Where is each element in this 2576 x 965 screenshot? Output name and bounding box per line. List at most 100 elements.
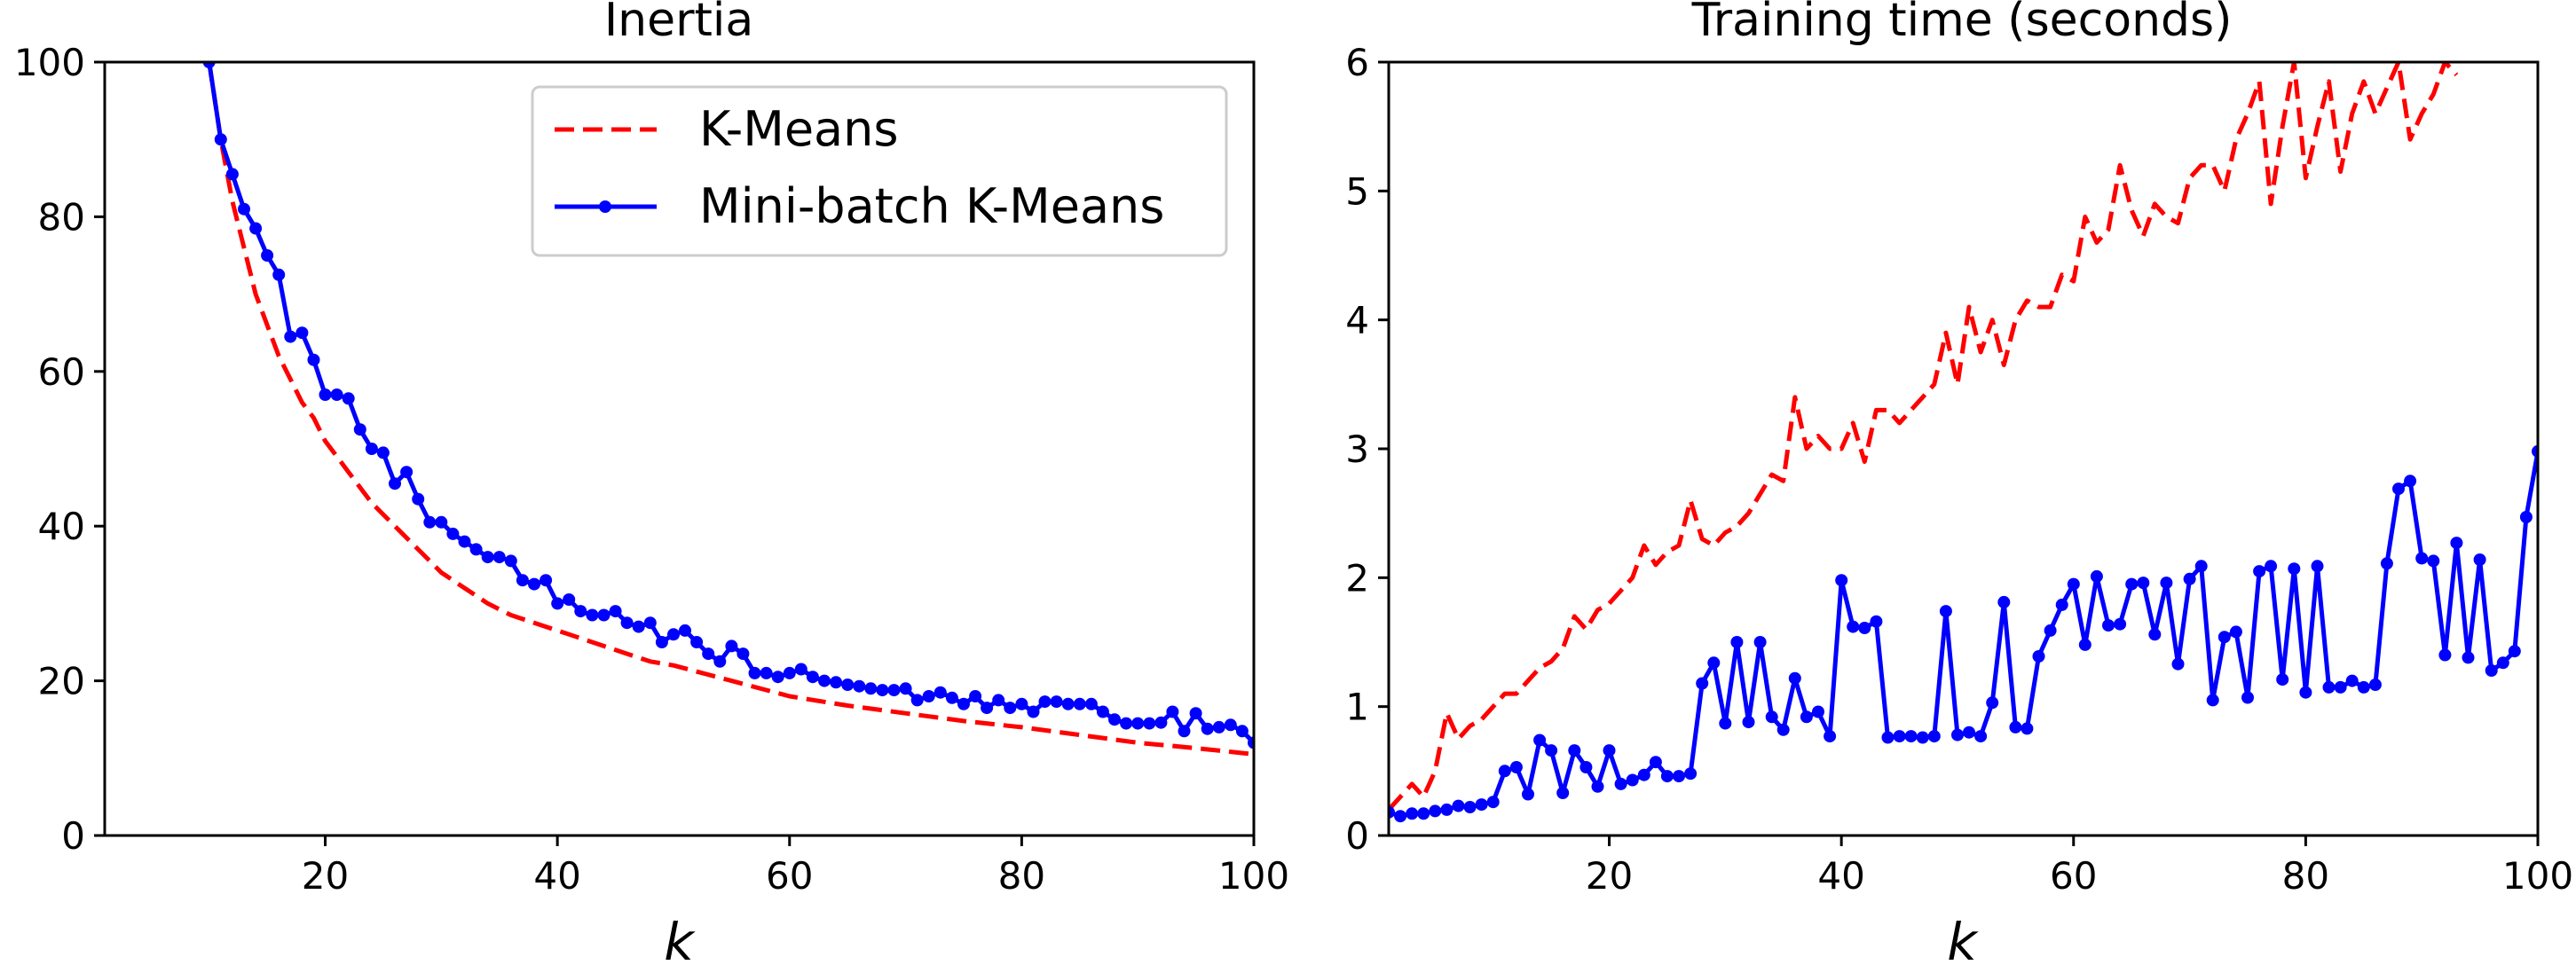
mini-batch-k-means-point <box>1189 707 1202 720</box>
mini-batch-k-means-point <box>504 554 517 568</box>
mini-batch-k-means-point <box>876 684 889 697</box>
mini-batch-k-means-point <box>771 671 784 684</box>
mini-batch-k-means-point <box>1429 804 1442 818</box>
legend: K-Means Mini-batch K-Means <box>531 85 1228 257</box>
mini-batch-k-means-point <box>2206 694 2219 707</box>
mini-batch-k-means-point <box>1696 677 1709 690</box>
mini-batch-k-means-point <box>1939 605 1952 618</box>
mini-batch-k-means-point <box>365 443 378 455</box>
mini-batch-k-means-point <box>737 647 750 661</box>
mini-batch-k-means-point <box>2125 577 2139 591</box>
mini-batch-k-means-point <box>1440 803 1453 816</box>
mini-batch-k-means-point <box>853 679 866 693</box>
plot-frame <box>103 60 1256 837</box>
mini-batch-k-means-point <box>423 515 437 529</box>
mini-batch-k-means-point <box>922 690 935 702</box>
mini-batch-k-means-point <box>1707 656 1721 670</box>
x-tick-label: 60 <box>766 854 813 898</box>
mini-batch-k-means-point <box>2218 631 2231 644</box>
mini-batch-k-means-point <box>1201 722 1214 735</box>
plot-frame <box>1387 60 2540 837</box>
mini-batch-k-means-point <box>783 666 796 679</box>
mini-batch-k-means-point <box>2021 722 2034 735</box>
mini-batch-k-means-point <box>1417 807 1430 820</box>
mini-batch-k-means-point <box>1997 595 2011 608</box>
mini-batch-k-means-point <box>389 477 401 490</box>
mini-batch-k-means-point <box>2194 560 2208 573</box>
mini-batch-k-means-point <box>1533 734 1547 747</box>
mini-batch-k-means-point <box>295 326 309 340</box>
mini-batch-k-means-point <box>481 551 494 564</box>
mini-batch-k-means-point <box>1649 756 1662 769</box>
mini-batch-k-means-point <box>376 446 390 459</box>
mini-batch-k-means-point <box>2334 680 2347 694</box>
mini-batch-k-means-point <box>981 702 994 715</box>
x-tick-label: 100 <box>2502 854 2573 898</box>
mini-batch-k-means-point <box>492 551 506 564</box>
mini-batch-k-means-point <box>1120 717 1133 730</box>
mini-batch-k-means-point <box>2473 553 2486 566</box>
mini-batch-k-means-point <box>760 666 773 679</box>
mini-batch-k-means-point <box>655 636 668 648</box>
mini-batch-k-means-point <box>597 608 611 622</box>
mini-batch-k-means-point <box>818 674 831 687</box>
x-tick-label: 100 <box>1218 854 1289 898</box>
mini-batch-k-means-point <box>586 608 599 622</box>
mini-batch-k-means-point <box>702 647 715 661</box>
k-means-line <box>207 62 1254 757</box>
mini-batch-k-means-point <box>1753 636 1767 648</box>
mini-batch-k-means-point <box>2311 560 2324 573</box>
mini-batch-k-means-point <box>1131 717 1145 730</box>
mini-batch-k-means-point <box>1038 695 1052 709</box>
mini-batch-k-means-point <box>458 535 471 548</box>
y-tick-label: 100 <box>14 41 85 84</box>
mini-batch-k-means-point <box>1166 705 1179 718</box>
mini-batch-k-means-point <box>1776 723 1790 736</box>
mini-batch-k-means-point <box>2241 691 2254 704</box>
chart-title: Inertia <box>604 0 753 47</box>
mini-batch-k-means-point <box>1719 717 1732 730</box>
mini-batch-k-means-point <box>1603 744 1616 757</box>
legend-box <box>531 85 1228 257</box>
legend-minibatch-marker <box>599 200 611 213</box>
mini-batch-k-means-point <box>1835 574 1848 587</box>
mini-batch-k-means-point <box>1824 730 1837 743</box>
mini-batch-k-means-point <box>1847 620 1860 633</box>
mini-batch-k-means-point <box>1389 805 1395 819</box>
mini-batch-k-means-point <box>412 492 425 506</box>
mini-batch-k-means-point <box>528 577 540 591</box>
mini-batch-k-means-point <box>609 605 622 618</box>
mini-batch-k-means-point <box>1800 710 1813 724</box>
y-tick-label: 40 <box>38 505 85 548</box>
mini-batch-k-means-point <box>2183 572 2196 585</box>
mini-batch-k-means-point <box>1394 810 1407 823</box>
mini-batch-k-means-point <box>1765 710 1778 724</box>
inertia-chart: Inertia 0 20 40 60 80 100 20 40 60 80 100 k K-Mean… <box>14 0 1289 965</box>
mini-batch-k-means-point <box>516 574 529 587</box>
mini-batch-k-means-point <box>748 666 761 679</box>
mini-batch-k-means-point <box>1050 695 1063 709</box>
mini-batch-k-means-point <box>551 597 564 610</box>
mini-batch-k-means-point <box>307 353 320 366</box>
mini-batch-k-means-point <box>1742 716 1755 729</box>
mini-batch-k-means-point <box>969 690 982 702</box>
mini-batch-k-means-point <box>2532 444 2538 458</box>
mini-batch-k-means-point <box>1452 799 1465 812</box>
y-tick-label: 6 <box>1345 41 1369 84</box>
mini-batch-k-means-point <box>2299 686 2312 699</box>
mini-batch-k-means-point <box>1108 713 1121 726</box>
mini-batch-k-means-point <box>1096 705 1109 718</box>
mini-batch-k-means-point <box>2450 537 2463 550</box>
mini-batch-k-means-point <box>2485 664 2498 677</box>
mini-batch-k-means-point <box>1463 801 1477 813</box>
x-tick-label: 80 <box>2282 854 2329 898</box>
mini-batch-k-means-point <box>272 268 286 281</box>
mini-batch-k-means-point <box>1893 730 1906 743</box>
mini-batch-k-means-point <box>1509 761 1523 773</box>
mini-batch-k-means-point <box>284 330 297 343</box>
mini-batch-k-means-point <box>2148 628 2162 641</box>
mini-batch-k-means-point <box>435 515 448 529</box>
mini-batch-k-means-point <box>2265 560 2278 573</box>
x-tick-label: 40 <box>533 854 580 898</box>
mini-batch-k-means-point <box>2276 673 2289 686</box>
